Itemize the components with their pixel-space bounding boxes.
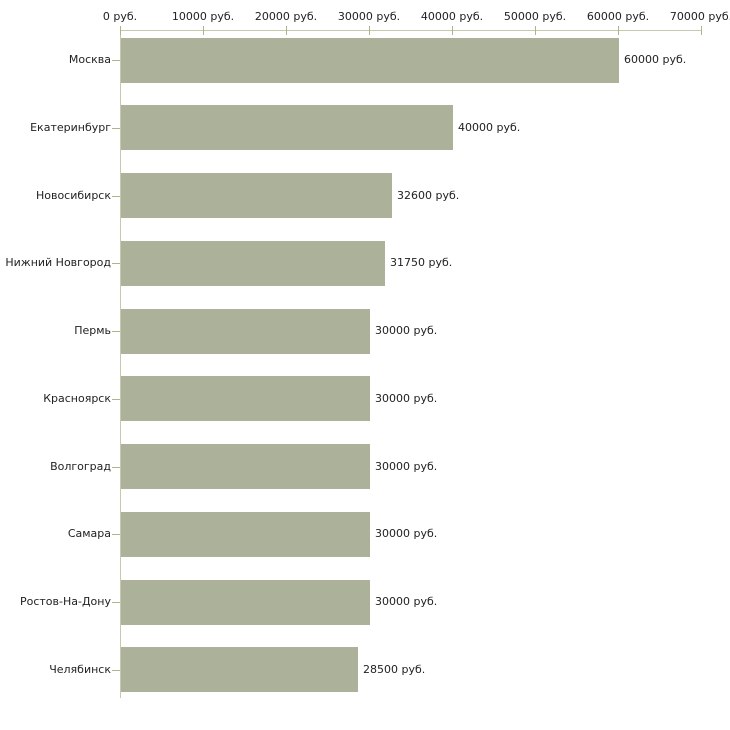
x-axis-tick xyxy=(451,26,453,35)
x-axis-tick-label: 20000 руб. xyxy=(254,10,318,23)
category-label: Самара xyxy=(67,527,111,540)
y-axis-tick xyxy=(112,263,120,264)
y-axis-tick xyxy=(112,60,120,61)
category-label: Ростов-На-Дону xyxy=(19,595,111,608)
value-label: 30000 руб. xyxy=(375,324,438,337)
y-axis-tick xyxy=(112,602,120,603)
category-label: Москва xyxy=(68,53,111,66)
category-label: Красноярск xyxy=(43,392,111,405)
bar-8 xyxy=(121,512,370,557)
value-label: 60000 руб. xyxy=(624,53,687,66)
category-label: Пермь xyxy=(74,324,111,337)
x-axis-tick xyxy=(285,26,287,35)
value-label: 30000 руб. xyxy=(375,527,438,540)
x-axis-tick-label: 0 руб. xyxy=(102,10,138,23)
bar-9 xyxy=(121,580,370,625)
y-axis-tick xyxy=(112,196,120,197)
value-label: 30000 руб. xyxy=(375,392,438,405)
value-label: 28500 руб. xyxy=(363,663,426,676)
bar-6 xyxy=(121,376,370,421)
category-label: Новосибирск xyxy=(35,189,111,202)
value-label: 40000 руб. xyxy=(458,121,521,134)
x-axis-tick-label: 30000 руб. xyxy=(337,10,401,23)
y-axis-tick xyxy=(112,534,120,535)
value-label: 31750 руб. xyxy=(390,256,453,269)
x-axis-tick-label: 10000 руб. xyxy=(171,10,235,23)
bar-1 xyxy=(121,38,619,83)
x-axis-tick-label: 50000 руб. xyxy=(503,10,567,23)
bar-4 xyxy=(121,241,385,286)
y-axis-tick xyxy=(112,128,120,129)
bar-10 xyxy=(121,647,358,692)
x-axis-tick-label: 40000 руб. xyxy=(420,10,484,23)
y-axis-tick xyxy=(112,670,120,671)
x-axis-tick xyxy=(534,26,536,35)
value-label: 30000 руб. xyxy=(375,460,438,473)
category-label: Челябинск xyxy=(49,663,111,676)
y-axis-line xyxy=(120,30,121,698)
bar-2 xyxy=(121,105,453,150)
x-axis-tick xyxy=(119,26,121,35)
bar-7 xyxy=(121,444,370,489)
y-axis-tick xyxy=(112,399,120,400)
category-label: Нижний Новгород xyxy=(5,256,111,269)
value-label: 30000 руб. xyxy=(375,595,438,608)
x-axis-line xyxy=(120,30,701,31)
x-axis-tick xyxy=(617,26,619,35)
y-axis-tick xyxy=(112,331,120,332)
x-axis-tick-label: 60000 руб. xyxy=(586,10,650,23)
y-axis-tick xyxy=(112,467,120,468)
bar-3 xyxy=(121,173,392,218)
category-label: Екатеринбург xyxy=(30,121,111,134)
x-axis-tick xyxy=(368,26,370,35)
x-axis-tick xyxy=(202,26,204,35)
x-axis-tick xyxy=(700,26,702,35)
value-label: 32600 руб. xyxy=(397,189,460,202)
category-label: Волгоград xyxy=(50,460,111,473)
bar-5 xyxy=(121,309,370,354)
x-axis-tick-label: 70000 руб. xyxy=(669,10,730,23)
